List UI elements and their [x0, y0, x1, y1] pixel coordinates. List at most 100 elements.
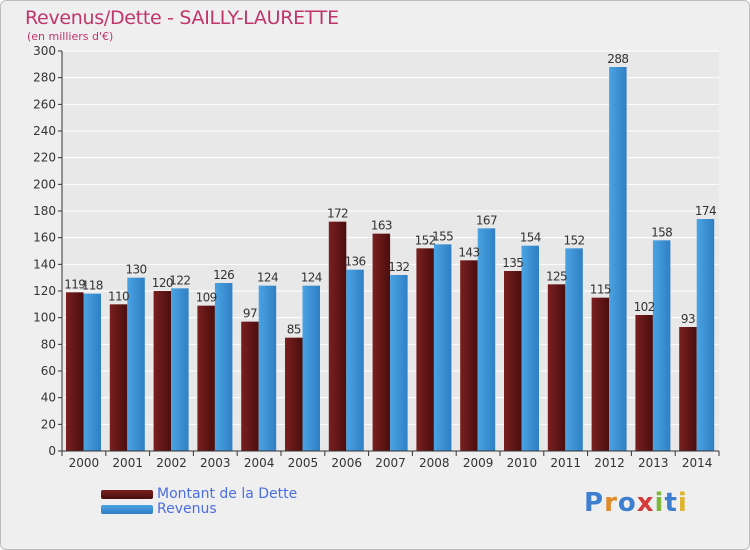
data-label-revenus: 118 [82, 279, 103, 293]
bar-revenus [433, 244, 452, 451]
data-label-revenus: 124 [257, 271, 278, 285]
x-tick-label: 2012 [594, 456, 625, 470]
bar-revenus [346, 269, 364, 451]
bar-revenus [302, 285, 320, 451]
x-tick-label: 2010 [507, 456, 538, 470]
data-label-dette: 135 [502, 256, 523, 270]
data-label-dette: 85 [287, 323, 301, 337]
y-tick-label: 160 [33, 231, 56, 245]
legend-swatch-revenus [101, 505, 153, 514]
x-tick-label: 2005 [288, 456, 319, 470]
data-label-dette: 97 [243, 307, 257, 321]
bar-revenus [83, 293, 101, 451]
x-tick-label: 2014 [682, 456, 713, 470]
legend-swatch-dette [101, 490, 153, 499]
y-tick-label: 20 [41, 417, 56, 431]
data-label-dette: 163 [371, 219, 392, 233]
x-tick-label: 2007 [375, 456, 406, 470]
y-tick-label: 200 [33, 177, 56, 191]
bar-dette [328, 221, 347, 451]
data-label-revenus: 158 [651, 225, 672, 239]
data-label-revenus: 130 [125, 263, 146, 277]
bar-revenus [214, 283, 233, 451]
x-tick-label: 2003 [200, 456, 231, 470]
bar-dette [66, 292, 84, 451]
logo-letter: x [636, 488, 655, 518]
bar-revenus [390, 275, 408, 451]
x-tick-label: 2011 [550, 456, 581, 470]
y-tick-label: 60 [41, 364, 56, 378]
y-tick-label: 220 [33, 151, 56, 165]
bar-revenus [652, 240, 671, 451]
y-tick-label: 100 [33, 311, 56, 325]
legend-label-dette: Montant de la Dette [157, 486, 298, 502]
bar-dette [591, 297, 610, 451]
bar-revenus [171, 288, 189, 451]
bar-dette [197, 305, 215, 451]
x-tick-label: 2001 [112, 456, 143, 470]
bar-dette [153, 291, 172, 451]
bar-dette [416, 248, 434, 451]
logo-letter: r [604, 488, 618, 518]
data-label-revenus: 136 [344, 255, 365, 269]
bar-dette [372, 233, 391, 451]
data-label-revenus: 174 [695, 204, 716, 218]
y-tick-label: 300 [33, 44, 56, 58]
bar-revenus [565, 248, 583, 451]
data-label-revenus: 132 [388, 260, 409, 274]
data-label-dette: 109 [196, 291, 217, 305]
data-label-revenus: 122 [169, 273, 190, 287]
logo-letter: P [584, 488, 605, 518]
bar-revenus [521, 245, 539, 451]
x-tick-label: 2000 [69, 456, 100, 470]
y-tick-label: 40 [41, 391, 56, 405]
proxiti-logo: Proxiti [584, 488, 688, 518]
bar-dette [547, 284, 566, 451]
data-label-dette: 172 [327, 207, 348, 221]
bar-revenus [127, 277, 145, 451]
x-tick-label: 2009 [463, 456, 494, 470]
data-label-revenus: 288 [607, 52, 628, 66]
data-label-dette: 152 [415, 233, 436, 247]
bar-dette [460, 260, 478, 451]
data-label-dette: 125 [546, 269, 567, 283]
bar-dette [285, 337, 303, 451]
y-tick-label: 240 [33, 124, 56, 138]
data-label-dette: 120 [152, 276, 173, 290]
data-label-dette: 110 [108, 289, 129, 303]
x-tick-label: 2008 [419, 456, 450, 470]
data-label-dette: 143 [458, 245, 479, 259]
data-label-dette: 119 [64, 277, 85, 291]
bar-revenus [696, 219, 715, 451]
bar-dette [241, 321, 259, 451]
legend-label-revenus: Revenus [157, 501, 217, 517]
chart-subtitle: (en milliers d'€) [27, 30, 114, 43]
y-tick-label: 140 [33, 257, 56, 271]
y-tick-label: 0 [48, 444, 56, 458]
y-tick-label: 120 [33, 284, 56, 298]
bar-dette [504, 271, 522, 451]
data-label-revenus: 167 [476, 213, 497, 227]
x-tick-label: 2006 [331, 456, 362, 470]
bar-revenus [258, 285, 277, 451]
data-label-revenus: 152 [563, 233, 584, 247]
data-label-dette: 93 [681, 312, 695, 326]
y-tick-label: 260 [33, 97, 56, 111]
data-label-revenus: 126 [213, 268, 234, 282]
data-label-dette: 102 [634, 300, 655, 314]
logo-letter: i [677, 488, 688, 518]
y-tick-label: 280 [33, 71, 56, 85]
y-tick-label: 180 [33, 204, 56, 218]
x-tick-label: 2002 [156, 456, 187, 470]
logo-letter: t [664, 488, 678, 518]
bar-dette [679, 327, 697, 451]
logo-letter: o [617, 488, 637, 518]
logo-letter: i [654, 488, 665, 518]
data-label-dette: 115 [590, 283, 611, 297]
bar-dette [635, 315, 653, 451]
x-tick-label: 2013 [638, 456, 669, 470]
x-tick-label: 2004 [244, 456, 275, 470]
bar-revenus [609, 67, 627, 451]
